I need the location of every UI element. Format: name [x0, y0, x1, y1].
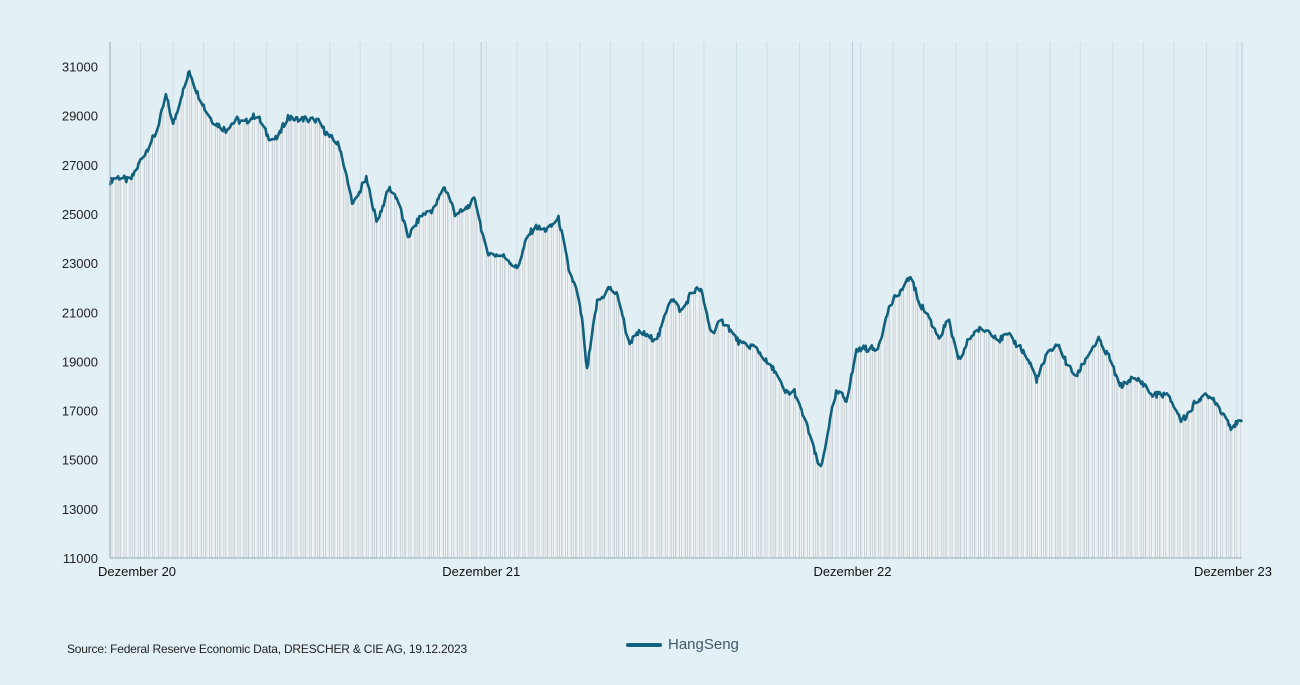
- y-tick-label: 19000: [62, 354, 98, 369]
- y-tick-label: 31000: [62, 60, 98, 75]
- y-tick-label: 27000: [62, 158, 98, 173]
- legend-swatch: [626, 642, 662, 647]
- legend: HangSeng: [626, 636, 739, 653]
- y-tick-label: 13000: [62, 502, 98, 517]
- y-axis-ticks: 11000 13000 15000 17000 19000 21000 23000 25000…: [62, 60, 98, 566]
- x-axis-ticks: Dezember 20 Dezember 21 Dezember 22 Dezembe…: [98, 564, 1272, 579]
- legend-label: HangSeng: [668, 636, 739, 653]
- y-tick-label: 29000: [62, 109, 98, 124]
- y-tick-label: 21000: [62, 305, 98, 320]
- area-hatch-bars: [109, 71, 1243, 558]
- axes: [109, 42, 1242, 559]
- y-tick-label: 11000: [63, 551, 98, 566]
- y-tick-label: 17000: [62, 404, 98, 419]
- series-line-layer: [108, 70, 1244, 468]
- x-tick-label: Dezember 21: [442, 564, 520, 579]
- series-line-hangseng: [108, 70, 1244, 468]
- x-tick-label: Dezember 22: [813, 564, 891, 579]
- x-tick-label: Dezember 23: [1194, 564, 1272, 579]
- x-tick-label: Dezember 20: [98, 564, 176, 579]
- y-tick-label: 15000: [62, 453, 98, 468]
- y-tick-label: 25000: [62, 207, 98, 222]
- source-note: Source: Federal Reserve Economic Data, D…: [67, 642, 467, 656]
- y-tick-label: 23000: [62, 256, 98, 271]
